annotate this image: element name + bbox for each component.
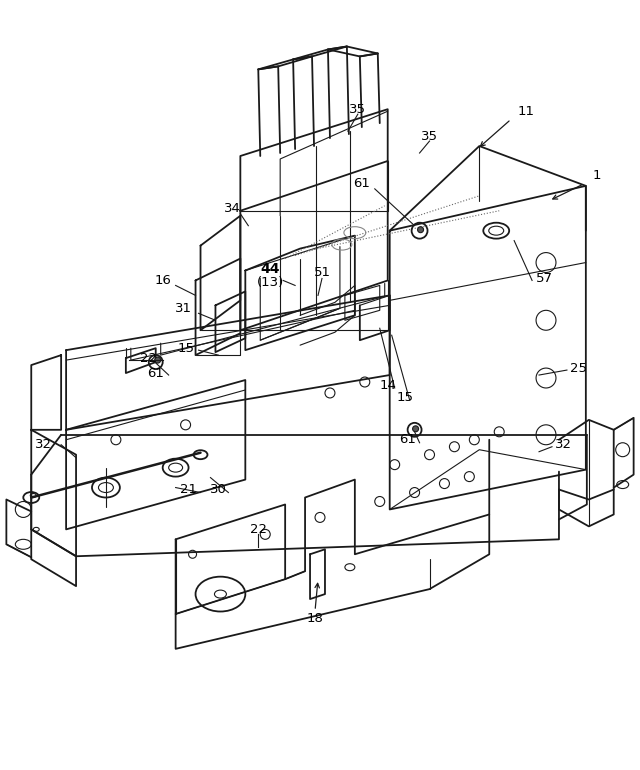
Text: 22: 22 (250, 523, 267, 536)
Text: 61: 61 (147, 367, 164, 380)
Text: 15: 15 (177, 342, 194, 355)
Text: 25: 25 (570, 362, 588, 374)
Circle shape (413, 426, 419, 432)
Text: 32: 32 (556, 438, 572, 451)
Text: 11: 11 (518, 105, 534, 118)
Text: 57: 57 (536, 272, 552, 285)
Text: 44: 44 (260, 262, 280, 276)
Text: 22: 22 (140, 352, 157, 365)
Text: 31: 31 (175, 302, 192, 315)
Text: 14: 14 (380, 379, 396, 391)
Text: 34: 34 (224, 203, 241, 216)
Text: 35: 35 (349, 102, 366, 116)
Text: 18: 18 (307, 612, 323, 625)
Text: 16: 16 (154, 274, 171, 287)
Text: 35: 35 (421, 129, 438, 142)
Text: 30: 30 (210, 483, 227, 496)
Text: 15: 15 (396, 391, 413, 404)
Text: 1: 1 (593, 169, 601, 182)
Text: 21: 21 (180, 483, 197, 496)
Text: (13): (13) (257, 276, 284, 289)
Text: 51: 51 (314, 266, 330, 279)
Circle shape (155, 357, 161, 363)
Circle shape (417, 226, 424, 233)
Text: 32: 32 (35, 438, 52, 451)
Text: 61: 61 (353, 177, 371, 190)
Text: 61: 61 (399, 434, 416, 447)
